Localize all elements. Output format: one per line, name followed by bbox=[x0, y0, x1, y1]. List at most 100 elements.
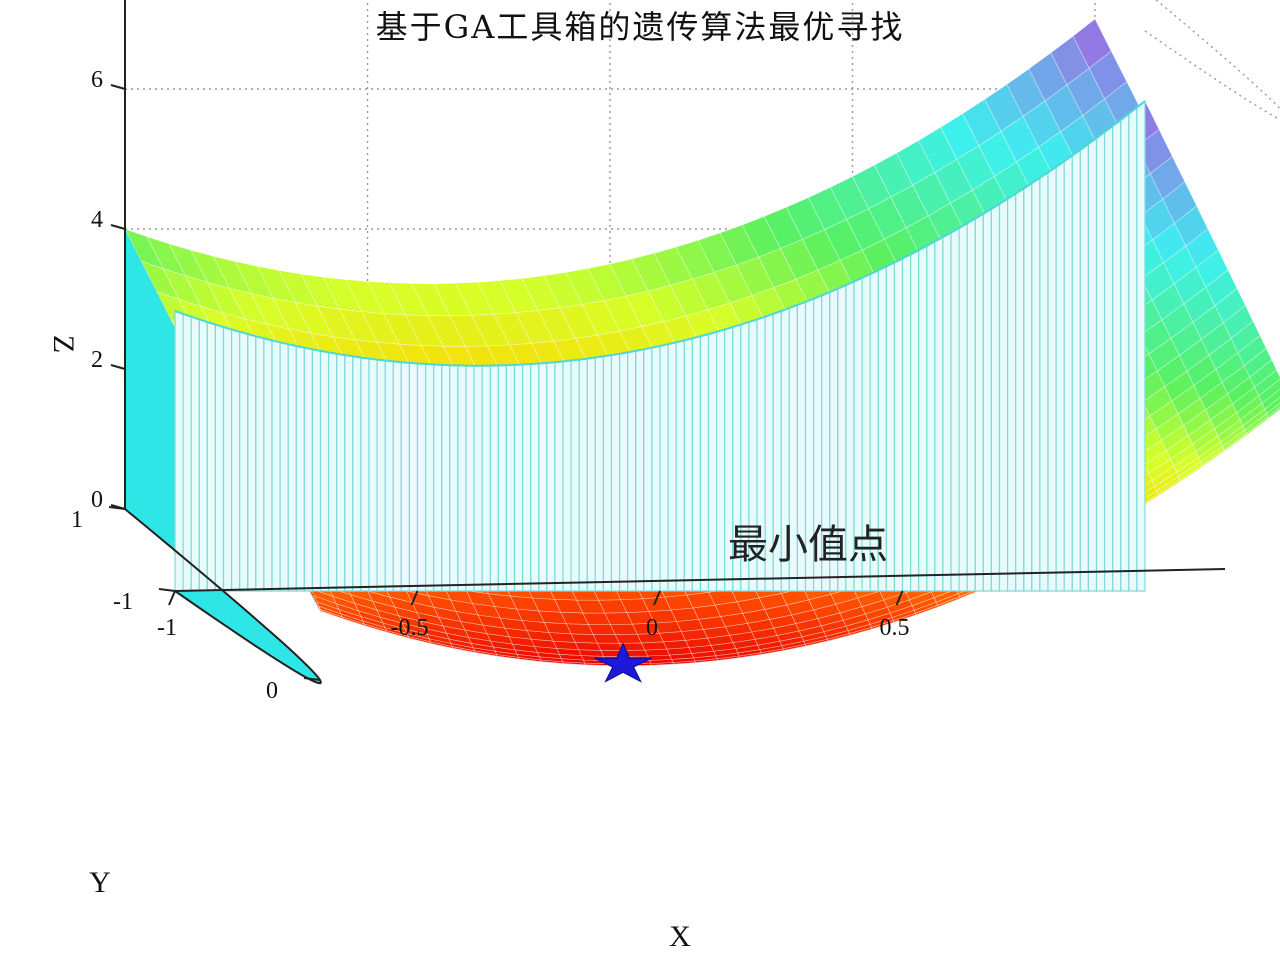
skirt-stripe bbox=[1031, 176, 1041, 592]
skirt-stripe bbox=[1079, 142, 1090, 592]
surface-cell bbox=[1266, 402, 1280, 417]
skirt-stripe bbox=[602, 354, 613, 592]
skirt-stripe bbox=[1055, 160, 1065, 592]
z-tick-label: 2 bbox=[91, 347, 103, 373]
skirt-stripe bbox=[263, 337, 273, 592]
skirt-stripe bbox=[918, 244, 928, 592]
z-tick-label: 0 bbox=[91, 487, 103, 513]
y-tick-mark bbox=[108, 506, 126, 510]
skirt-stripe bbox=[1112, 118, 1122, 592]
skirt-stripe bbox=[360, 356, 370, 592]
z-tick-mark bbox=[110, 364, 126, 370]
skirt-stripe bbox=[481, 364, 491, 592]
skirt-stripe bbox=[715, 328, 726, 592]
skirt-stripe bbox=[222, 326, 233, 592]
x-axis-line bbox=[174, 568, 1226, 592]
minimum-point-marker bbox=[594, 642, 652, 683]
skirt-stripe bbox=[182, 313, 192, 592]
skirt-stripe bbox=[586, 356, 596, 592]
surface-cell bbox=[614, 633, 642, 644]
skirt-stripe bbox=[1039, 171, 1049, 592]
skirt-stripe bbox=[441, 364, 451, 592]
skirt-stripe bbox=[667, 341, 677, 592]
skirt-stripe bbox=[635, 348, 645, 592]
surface-cell bbox=[574, 642, 602, 651]
skirt-stripe bbox=[707, 331, 718, 592]
x-tick-label: 0 bbox=[646, 615, 658, 641]
skirt-rim bbox=[174, 100, 1146, 367]
surface-cell bbox=[640, 641, 668, 651]
skirt-stripe bbox=[1095, 130, 1106, 592]
skirt-stripe bbox=[489, 364, 499, 592]
skirt-stripe bbox=[287, 343, 297, 592]
x-tick-mark bbox=[653, 590, 661, 606]
skirt-stripe bbox=[328, 351, 338, 592]
skirt-stripe bbox=[942, 231, 952, 592]
skirt-stripe bbox=[1120, 112, 1130, 592]
skirt-stripe bbox=[206, 321, 216, 592]
skirt-stripe bbox=[231, 328, 241, 592]
y-tick-label: 1 bbox=[71, 507, 83, 533]
skirt-stripe bbox=[1023, 182, 1033, 592]
skirt-stripe bbox=[190, 315, 200, 592]
skirt-stripe bbox=[675, 339, 685, 592]
y-tick-label: -1 bbox=[113, 589, 133, 615]
skirt-stripe bbox=[271, 339, 281, 592]
skirt-stripe bbox=[279, 341, 289, 592]
skirt-stripe bbox=[998, 197, 1009, 592]
skirt-stripe bbox=[239, 331, 249, 592]
skirt-stripe bbox=[400, 361, 410, 592]
skirt-stripe bbox=[699, 333, 710, 592]
x-tick-mark bbox=[895, 590, 904, 606]
skirt-stripe bbox=[1063, 154, 1073, 592]
skirt-stripe bbox=[1071, 148, 1081, 592]
surface-cell bbox=[1267, 406, 1280, 419]
minimum-annotation: 最小值点 bbox=[728, 522, 888, 568]
x-axis-label: X bbox=[669, 920, 691, 953]
skirt-stripe bbox=[1087, 136, 1098, 592]
skirt-stripe bbox=[1103, 124, 1114, 592]
skirt-stripe bbox=[433, 363, 443, 592]
grid-line bbox=[1144, 0, 1280, 121]
skirt-stripe bbox=[198, 318, 208, 592]
skirt-stripe bbox=[319, 350, 330, 592]
skirt-stripe bbox=[311, 348, 322, 592]
skirt-stripe bbox=[416, 362, 427, 592]
skirt-stripe bbox=[578, 357, 588, 592]
skirt-stripe bbox=[926, 240, 936, 592]
y-tick-mark bbox=[303, 677, 321, 681]
x-tick-mark bbox=[168, 590, 176, 606]
skirt-stripe bbox=[368, 357, 378, 592]
skirt-stripe bbox=[352, 355, 362, 592]
z-tick-mark bbox=[110, 224, 126, 230]
skirt-stripe bbox=[950, 226, 960, 592]
skirt-stripe bbox=[295, 345, 305, 592]
skirt-stripe bbox=[610, 353, 621, 592]
skirt-stripe bbox=[562, 359, 572, 592]
skirt-stripe bbox=[530, 362, 540, 592]
skirt-stripe bbox=[465, 364, 475, 592]
skirt-stripe bbox=[683, 337, 693, 592]
z-tick-mark bbox=[110, 84, 126, 90]
skirt-stripe bbox=[1136, 99, 1146, 592]
skirt-stripe bbox=[974, 212, 984, 592]
skirt-stripe bbox=[1015, 187, 1025, 592]
skirt-stripe bbox=[505, 364, 516, 592]
y-axis-label: Y bbox=[89, 866, 111, 899]
skirt-stripe bbox=[449, 364, 459, 592]
skirt-stripe bbox=[538, 362, 548, 592]
front-skirt bbox=[174, 99, 1146, 592]
skirt-stripe bbox=[627, 350, 637, 592]
skirt-stripe bbox=[1128, 106, 1138, 592]
skirt-stripe bbox=[255, 335, 265, 592]
chart-title: 基于GA工具箱的遗传算法最优寻找 bbox=[375, 8, 905, 46]
skirt-stripe bbox=[384, 359, 394, 592]
skirt-stripe bbox=[392, 360, 402, 592]
x-tick-label: -0.5 bbox=[391, 615, 429, 641]
skirt-stripe bbox=[513, 363, 524, 592]
x-tick-label: -1 bbox=[157, 615, 177, 641]
z-tick-label: 6 bbox=[91, 67, 103, 93]
skirt-stripe bbox=[247, 333, 257, 592]
